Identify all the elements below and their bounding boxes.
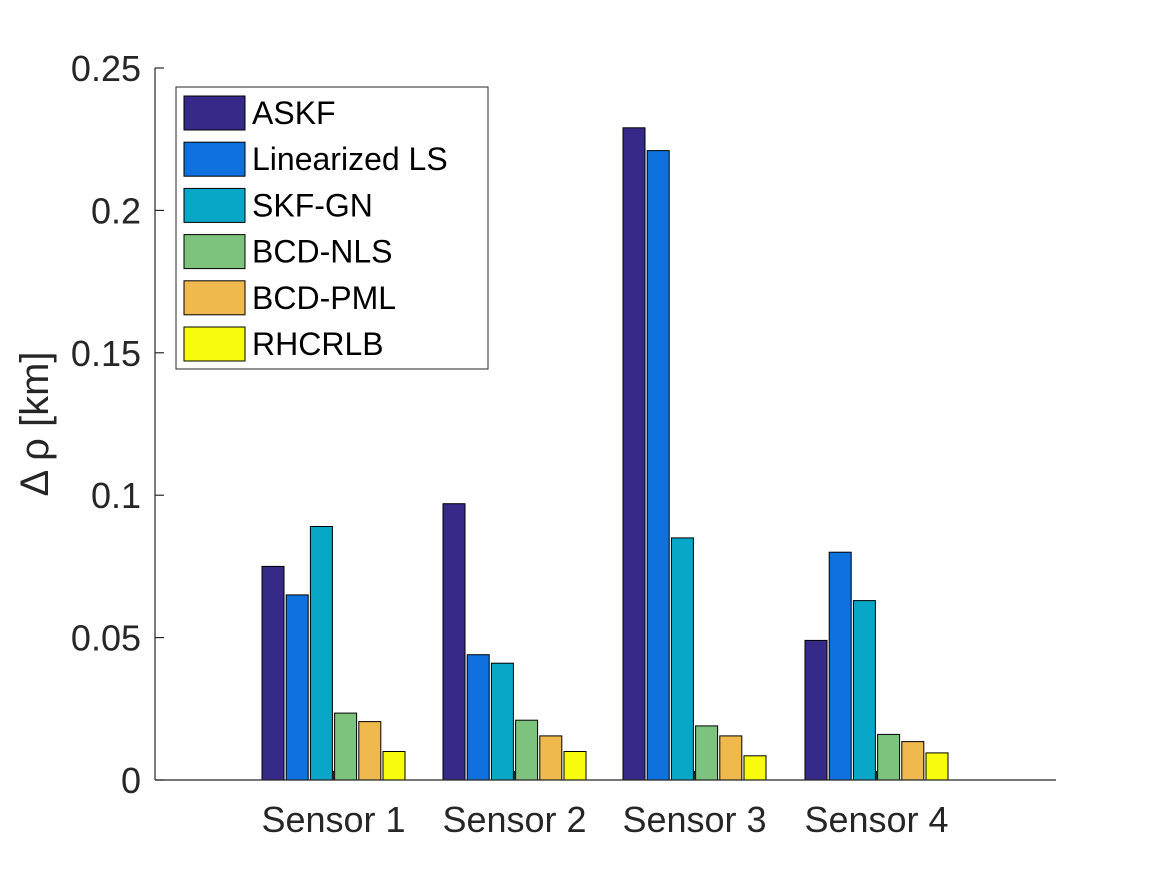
bar-askf-sensor-2 <box>442 503 466 781</box>
legend-swatch <box>183 141 246 177</box>
bar-rhcrlb-sensor-4 <box>925 752 949 781</box>
legend-label: SKF-GN <box>252 187 373 223</box>
y-tick-label: 0.1 <box>91 475 141 516</box>
y-tick-label: 0 <box>121 760 141 801</box>
y-tick-label: 0.25 <box>71 48 141 89</box>
legend-swatch <box>183 95 246 131</box>
bar-rhcrlb-sensor-2 <box>563 751 587 781</box>
y-tick-label: 0.05 <box>71 618 141 659</box>
bar-bcd-pml-sensor-4 <box>901 741 925 781</box>
bar-bcd-nls-sensor-3 <box>695 725 719 781</box>
bar-bcd-nls-sensor-1 <box>334 712 358 781</box>
x-axis-ticks: Sensor 1 Sensor 2 Sensor 3 Sensor 4 <box>261 771 949 840</box>
bar-askf-sensor-3 <box>622 127 646 781</box>
legend-swatch <box>183 187 246 223</box>
bar-linearized-ls-sensor-3 <box>646 150 670 781</box>
legend-label: ASKF <box>252 95 336 131</box>
bar-askf-sensor-1 <box>261 565 285 781</box>
bar-askf-sensor-4 <box>804 639 828 781</box>
legend-swatch <box>183 234 246 270</box>
bar-rhcrlb-sensor-1 <box>382 751 406 781</box>
bar-bcd-nls-sensor-2 <box>515 719 539 781</box>
legend-swatch <box>183 280 246 316</box>
y-tick-label: 0.15 <box>71 333 141 374</box>
bar-bcd-nls-sensor-4 <box>877 733 901 781</box>
bar-skf-gn-sensor-1 <box>309 526 333 781</box>
y-tick-label: 0.2 <box>91 190 141 231</box>
bar-skf-gn-sensor-3 <box>670 537 694 781</box>
bar-linearized-ls-sensor-1 <box>285 594 309 781</box>
legend-swatch <box>183 326 246 362</box>
bar-rhcrlb-sensor-3 <box>743 755 767 781</box>
bar-group <box>261 127 949 781</box>
bar-bcd-pml-sensor-3 <box>719 735 743 781</box>
x-tick-label: Sensor 3 <box>622 799 766 840</box>
x-tick-label: Sensor 2 <box>442 799 586 840</box>
x-tick-label: Sensor 1 <box>261 799 405 840</box>
legend-label: RHCRLB <box>252 326 384 362</box>
legend-label: BCD-PML <box>252 280 396 316</box>
y-axis-ticks: 0 0.05 0.1 0.15 0.2 0.25 <box>71 48 164 801</box>
bar-linearized-ls-sensor-2 <box>466 654 490 781</box>
y-axis-label: Δ ρ [km] <box>13 351 57 496</box>
legend-label: Linearized LS <box>252 141 448 177</box>
bar-skf-gn-sensor-4 <box>852 600 876 781</box>
bar-bcd-pml-sensor-1 <box>358 721 382 781</box>
x-tick-label: Sensor 4 <box>804 799 948 840</box>
legend: ASKF Linearized LS SKF-GN BCD-NLS BCD-PML RHC… <box>175 86 489 370</box>
legend-label: BCD-NLS <box>252 234 392 270</box>
bar-skf-gn-sensor-2 <box>490 662 514 781</box>
legend-box <box>175 86 489 370</box>
bar-linearized-ls-sensor-4 <box>828 551 852 781</box>
bar-bcd-pml-sensor-2 <box>539 735 563 781</box>
